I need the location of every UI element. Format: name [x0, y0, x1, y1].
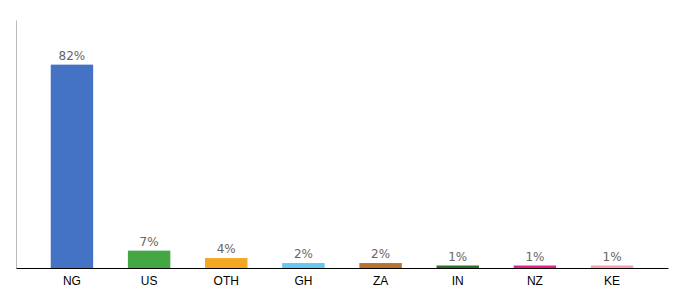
data-label: 1% [525, 250, 544, 264]
x-tick: IN [452, 274, 464, 288]
x-tick-label: IN [452, 274, 464, 288]
y-axis [16, 21, 17, 269]
x-tick: GH [294, 274, 312, 288]
x-tick-label: OTH [214, 274, 239, 288]
plot: NG US OTH GH ZA IN NZ KE 82% 7% 4% 2% 2% 1% 1% 1% [17, 21, 669, 288]
x-tick-label: NG [63, 274, 81, 288]
bar [437, 266, 479, 268]
x-tick: NG [63, 274, 81, 288]
x-tick: US [141, 274, 158, 288]
y-axis-line [16, 21, 17, 269]
x-tick-label: KE [604, 274, 620, 288]
x-tick: ZA [373, 274, 388, 288]
x-tick: KE [604, 274, 620, 288]
bar [591, 266, 633, 268]
bar [282, 263, 324, 268]
bar [359, 263, 401, 268]
x-axis-line [17, 268, 669, 269]
data-label: 4% [217, 242, 236, 256]
data-labels: 82% 7% 4% 2% 2% 1% 1% 1% [59, 49, 622, 264]
bar [514, 266, 556, 268]
data-label: 2% [371, 247, 390, 261]
chart: NG US OTH GH ZA IN NZ KE 82% 7% 4% 2% 2% 1% 1% 1% [0, 0, 680, 300]
bar [205, 258, 247, 268]
x-tick: NZ [527, 274, 543, 288]
x-tick-label: NZ [527, 274, 543, 288]
bar [128, 251, 170, 268]
x-tick-label: ZA [373, 274, 388, 288]
data-label: 82% [59, 49, 86, 63]
x-tick-label: US [141, 274, 158, 288]
x-axis: NG US OTH GH ZA IN NZ KE [17, 269, 669, 288]
bars [51, 65, 634, 268]
x-tick-label: GH [294, 274, 312, 288]
data-label: 1% [448, 250, 467, 264]
data-label: 2% [294, 247, 313, 261]
data-label: 7% [140, 235, 159, 249]
data-label: 1% [603, 250, 622, 264]
bar [51, 65, 93, 268]
x-tick: OTH [214, 274, 239, 288]
